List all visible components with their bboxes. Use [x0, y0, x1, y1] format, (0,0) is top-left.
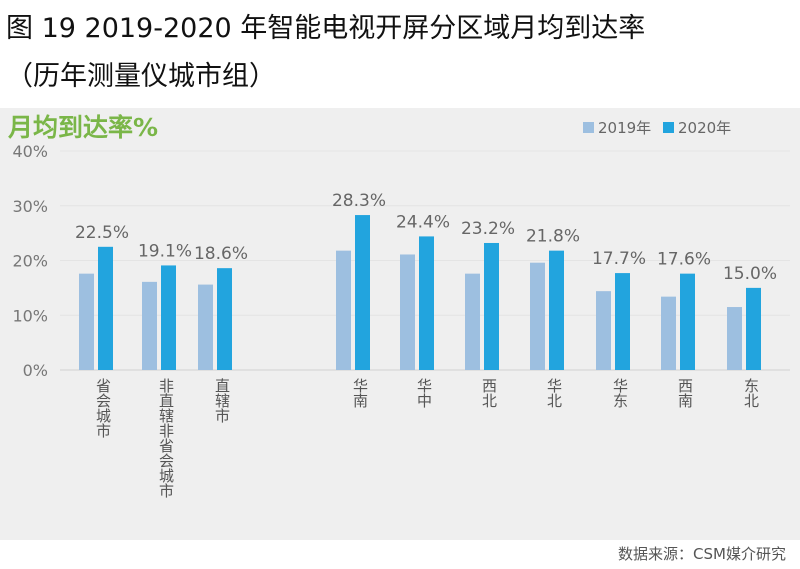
x-tick-label: 华东	[611, 378, 629, 408]
chart-panel: 月均到达率% 0% 10% 20% 30% 40% 2019年 2020年 22.5% 省会城市 1…	[0, 108, 800, 540]
legend-label: 2020年	[678, 119, 731, 137]
bar-2019	[661, 296, 676, 370]
bar-2019	[336, 250, 351, 370]
bar-2019	[400, 254, 415, 370]
bar-2020	[419, 236, 434, 370]
bar-2019	[465, 273, 480, 370]
x-tick-label: 西南	[676, 378, 694, 408]
bar-2019	[142, 281, 157, 370]
bar-2020	[161, 265, 176, 370]
bar-2020	[355, 215, 370, 370]
figure-title: 图 19 2019-2020 年智能电视开屏分区域月均到达率	[6, 13, 646, 44]
data-label: 24.4%	[396, 212, 450, 232]
data-label: 15.0%	[723, 264, 777, 284]
source-note: 数据来源：CSM媒介研究	[618, 545, 786, 563]
bar-2019	[79, 273, 94, 370]
x-tick-label: 华中	[415, 378, 433, 408]
bar-2020	[549, 250, 564, 370]
data-label: 17.6%	[657, 250, 711, 270]
legend-swatch	[663, 122, 674, 133]
legend-swatch	[583, 122, 594, 133]
bar-2019	[727, 307, 742, 370]
data-label: 23.2%	[461, 219, 515, 239]
y-tick-label: 30%	[12, 197, 48, 216]
x-tick-label: 直辖市	[213, 378, 231, 423]
x-tick-label: 华南	[351, 378, 369, 408]
bar-2020	[98, 246, 113, 370]
data-label: 21.8%	[526, 227, 580, 247]
data-label: 28.3%	[332, 191, 386, 211]
data-label: 19.1%	[138, 241, 192, 261]
bar-2020	[484, 242, 499, 370]
y-tick-label: 0%	[23, 361, 48, 380]
y-tick-label: 20%	[12, 252, 48, 271]
data-label: 22.5%	[75, 223, 129, 243]
bar-2020	[217, 268, 232, 370]
x-tick-label: 西北	[480, 378, 498, 408]
data-label: 18.6%	[194, 244, 248, 264]
x-tick-label: 华北	[545, 378, 563, 408]
bar-2020	[746, 287, 761, 370]
x-tick-label: 非直辖非省会城市	[157, 378, 175, 498]
bar-chart: 月均到达率% 0% 10% 20% 30% 40% 2019年 2020年 22.5% 省会城市 1…	[7, 113, 790, 498]
chart-title: 月均到达率%	[7, 113, 158, 142]
bar-2019	[198, 284, 213, 370]
bar-2019	[530, 262, 545, 370]
bar-2020	[680, 273, 695, 370]
y-tick-label: 40%	[12, 142, 48, 161]
bar-2019	[596, 291, 611, 370]
x-tick-label: 省会城市	[94, 378, 112, 438]
y-tick-label: 10%	[12, 306, 48, 325]
legend-label: 2019年	[598, 119, 651, 137]
bar-2020	[615, 273, 630, 370]
x-tick-label: 东北	[742, 378, 760, 408]
figure-subtitle: （历年测量仪城市组）	[6, 61, 276, 92]
data-label: 17.7%	[592, 249, 646, 269]
